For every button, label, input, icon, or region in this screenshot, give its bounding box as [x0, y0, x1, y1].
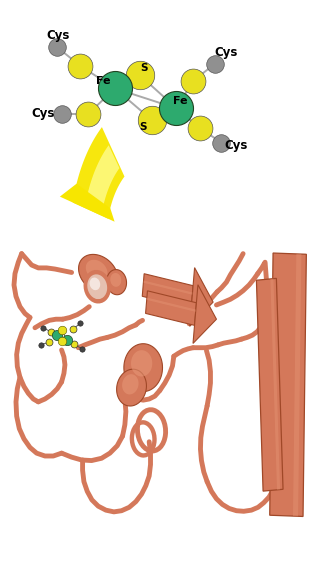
Point: [71, 324, 76, 333]
Point: [38, 340, 43, 349]
Point: [174, 104, 179, 113]
Polygon shape: [146, 291, 196, 325]
Point: [212, 59, 217, 68]
Polygon shape: [256, 278, 283, 491]
Text: Fe: Fe: [172, 96, 187, 106]
Text: Cys: Cys: [215, 46, 238, 59]
Point: [77, 61, 83, 70]
Text: Cys: Cys: [47, 29, 70, 42]
Point: [190, 76, 196, 86]
Point: [86, 109, 91, 119]
Polygon shape: [122, 374, 139, 394]
Text: S: S: [139, 121, 146, 132]
Polygon shape: [190, 268, 213, 326]
Point: [78, 319, 83, 328]
Point: [137, 71, 143, 80]
Polygon shape: [142, 274, 193, 308]
Point: [79, 344, 85, 353]
Point: [59, 325, 65, 335]
Polygon shape: [270, 279, 280, 490]
Point: [72, 340, 77, 349]
Text: Cys: Cys: [225, 139, 248, 152]
Point: [41, 324, 46, 333]
Point: [219, 138, 224, 147]
Point: [48, 327, 54, 336]
Text: Fe: Fe: [96, 76, 111, 86]
Polygon shape: [193, 285, 216, 343]
Point: [59, 336, 65, 345]
Text: Cys: Cys: [32, 108, 55, 120]
Point: [59, 109, 64, 119]
Polygon shape: [110, 273, 121, 287]
Ellipse shape: [90, 278, 100, 290]
Polygon shape: [79, 254, 118, 293]
Polygon shape: [86, 260, 108, 281]
Polygon shape: [73, 127, 125, 219]
Polygon shape: [293, 254, 301, 516]
Polygon shape: [117, 369, 147, 406]
Point: [149, 115, 154, 124]
Polygon shape: [60, 184, 115, 222]
Point: [112, 84, 118, 93]
Polygon shape: [124, 344, 163, 392]
Point: [197, 124, 202, 133]
Polygon shape: [131, 350, 152, 377]
Point: [54, 42, 59, 51]
Polygon shape: [270, 253, 306, 516]
Polygon shape: [144, 280, 192, 295]
Point: [47, 337, 52, 347]
Ellipse shape: [87, 274, 107, 299]
Polygon shape: [147, 298, 196, 312]
Point: [55, 331, 60, 340]
Polygon shape: [107, 270, 127, 295]
Point: [64, 335, 69, 344]
Text: S: S: [140, 63, 148, 74]
Polygon shape: [85, 145, 120, 214]
